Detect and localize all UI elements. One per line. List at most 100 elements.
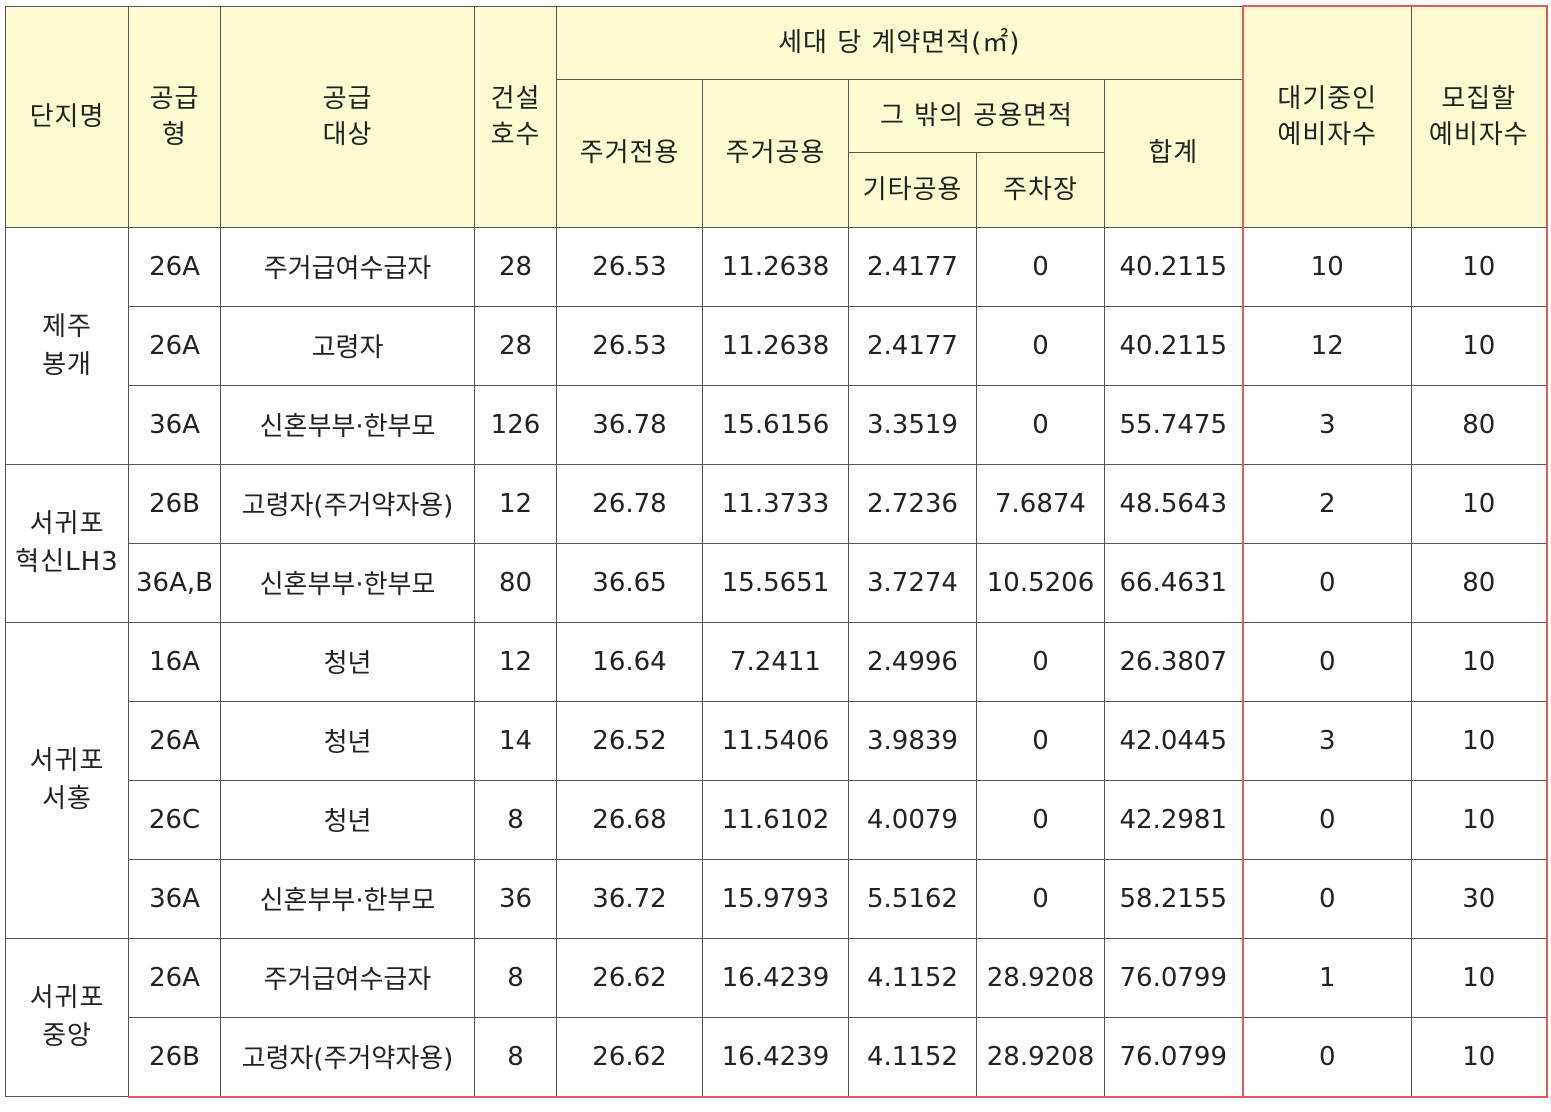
cell-supply-type: 36A [128, 384, 221, 465]
cell-recruit-reserve: 80 [1411, 542, 1548, 623]
cell-parking: 7.6874 [976, 463, 1105, 544]
cell-supply-type: 26A [128, 937, 221, 1018]
cell-waiting-reserve: 0 [1241, 1016, 1413, 1098]
cell-supply-type: 26B [128, 1016, 221, 1098]
cell-construction-units: 12 [474, 621, 557, 702]
cell-total: 26.3807 [1103, 621, 1244, 702]
cell-parking: 0 [976, 779, 1105, 860]
cell-residential-common: 16.4239 [702, 937, 849, 1018]
cell-supply-target: 신혼부부·한부모 [220, 858, 475, 939]
header-parking: 주차장 [976, 151, 1105, 228]
cell-residential-common: 15.5651 [702, 542, 849, 623]
table-row: 36A 신혼부부·한부모 126 36.78 15.6156 3.3519 0 55.7475… [6, 384, 1548, 465]
cell-supply-type: 26B [128, 463, 221, 544]
cell-waiting-reserve: 3 [1241, 384, 1413, 465]
header-recruit-reserve: 모집할 예비자수 [1411, 5, 1548, 228]
cell-parking: 0 [976, 700, 1105, 781]
cell-other-common: 4.1152 [848, 1016, 977, 1098]
cell-waiting-reserve: 0 [1241, 779, 1413, 860]
cell-construction-units: 28 [474, 305, 557, 386]
table-body: 제주 봉개 26A 주거급여수급자 28 26.53 11.2638 2.4177 0 40.21… [5, 226, 1548, 1098]
cell-total: 58.2155 [1103, 858, 1244, 939]
cell-construction-units: 8 [474, 937, 557, 1018]
cell-construction-units: 8 [474, 779, 557, 860]
cell-supply-target: 고령자(주거약자용) [220, 463, 475, 544]
table-row: 26C 청년 8 26.68 11.6102 4.0079 0 42.2981 0 10 [6, 779, 1548, 860]
cell-waiting-reserve: 10 [1241, 226, 1413, 307]
cell-other-common: 2.4177 [848, 226, 977, 307]
cell-supply-target: 신혼부부·한부모 [220, 542, 475, 623]
cell-supply-target: 고령자(주거약자용) [220, 1016, 475, 1098]
cell-waiting-reserve: 3 [1241, 700, 1413, 781]
cell-complex-name: 서귀포 혁신LH3 [5, 463, 129, 623]
cell-total: 76.0799 [1103, 1016, 1244, 1098]
cell-waiting-reserve: 12 [1241, 305, 1413, 386]
cell-supply-target: 청년 [220, 621, 475, 702]
cell-total: 42.0445 [1103, 700, 1244, 781]
cell-residential-exclusive: 26.53 [556, 226, 703, 307]
cell-parking: 28.9208 [976, 1016, 1105, 1098]
cell-construction-units: 8 [474, 1016, 557, 1098]
table-row: 서귀포 혁신LH3 26B 고령자(주거약자용) 12 26.78 11.3733 2.723… [5, 463, 1548, 623]
cell-parking: 0 [976, 305, 1105, 386]
cell-residential-exclusive: 36.78 [556, 384, 703, 465]
cell-other-common: 4.1152 [848, 937, 977, 1018]
cell-other-common: 2.7236 [848, 463, 977, 544]
cell-other-common: 3.9839 [848, 700, 977, 781]
cell-residential-exclusive: 26.68 [556, 779, 703, 860]
cell-waiting-reserve: 0 [1241, 621, 1413, 702]
cell-construction-units: 14 [474, 700, 557, 781]
cell-other-common: 3.7274 [848, 542, 977, 623]
cell-supply-type: 26A [128, 305, 221, 386]
cell-parking: 10.5206 [976, 542, 1105, 623]
cell-construction-units: 80 [474, 542, 557, 623]
cell-total: 40.2115 [1103, 226, 1244, 307]
cell-waiting-reserve: 0 [1241, 858, 1413, 939]
cell-parking: 0 [976, 384, 1105, 465]
cell-other-common: 2.4996 [848, 621, 977, 702]
cell-residential-common: 15.9793 [702, 858, 849, 939]
cell-residential-common: 15.6156 [702, 384, 849, 465]
cell-supply-target: 신혼부부·한부모 [220, 384, 475, 465]
cell-residential-exclusive: 36.65 [556, 542, 703, 623]
header-waiting-reserve: 대기중인 예비자수 [1241, 5, 1413, 228]
header-total: 합계 [1103, 78, 1244, 228]
header-complex: 단지명 [5, 5, 129, 228]
table-row: 서귀포 서홍 16A 청년 12 16.64 7.2411 2.4996 0 26.3807 0 10 [5, 621, 1548, 939]
cell-residential-common: 11.2638 [702, 305, 849, 386]
cell-residential-common: 7.2411 [702, 621, 849, 702]
cell-recruit-reserve: 10 [1411, 621, 1548, 702]
cell-residential-exclusive: 26.62 [556, 937, 703, 1018]
table-row: 36A 신혼부부·한부모 36 36.72 15.9793 5.5162 0 58.2155 0… [6, 858, 1548, 939]
cell-residential-exclusive: 26.53 [556, 305, 703, 386]
cell-recruit-reserve: 10 [1411, 700, 1548, 781]
cell-supply-target: 주거급여수급자 [220, 226, 475, 307]
cell-recruit-reserve: 10 [1411, 779, 1548, 860]
cell-recruit-reserve: 10 [1411, 937, 1548, 1018]
cell-recruit-reserve: 30 [1411, 858, 1548, 939]
cell-other-common: 3.3519 [848, 384, 977, 465]
cell-total: 48.5643 [1103, 463, 1244, 544]
cell-supply-type: 26A [128, 226, 221, 307]
cell-residential-exclusive: 36.72 [556, 858, 703, 939]
cell-residential-exclusive: 26.78 [556, 463, 703, 544]
cell-supply-target: 고령자 [220, 305, 475, 386]
table-row: 36A,B 신혼부부·한부모 80 36.65 15.5651 3.7274 10.5206… [6, 542, 1548, 623]
header-other-common-group: 그 밖의 공용면적 [848, 78, 1105, 153]
header-residential-common: 주거공용 [702, 78, 849, 228]
cell-parking: 0 [976, 226, 1105, 307]
header-supply-target: 공급 대상 [220, 5, 475, 228]
cell-total: 42.2981 [1103, 779, 1244, 860]
cell-parking: 0 [976, 621, 1105, 702]
cell-supply-type: 26C [128, 779, 221, 860]
cell-supply-target: 주거급여수급자 [220, 937, 475, 1018]
cell-residential-common: 11.6102 [702, 779, 849, 860]
cell-total: 76.0799 [1103, 937, 1244, 1018]
table-row: 서귀포 중앙 26A 주거급여수급자 8 26.62 16.4239 4.1152 28.920… [5, 937, 1548, 1097]
cell-supply-target: 청년 [220, 779, 475, 860]
cell-recruit-reserve: 80 [1411, 384, 1548, 465]
cell-total: 55.7475 [1103, 384, 1244, 465]
cell-other-common: 4.0079 [848, 779, 977, 860]
cell-waiting-reserve: 0 [1241, 542, 1413, 623]
